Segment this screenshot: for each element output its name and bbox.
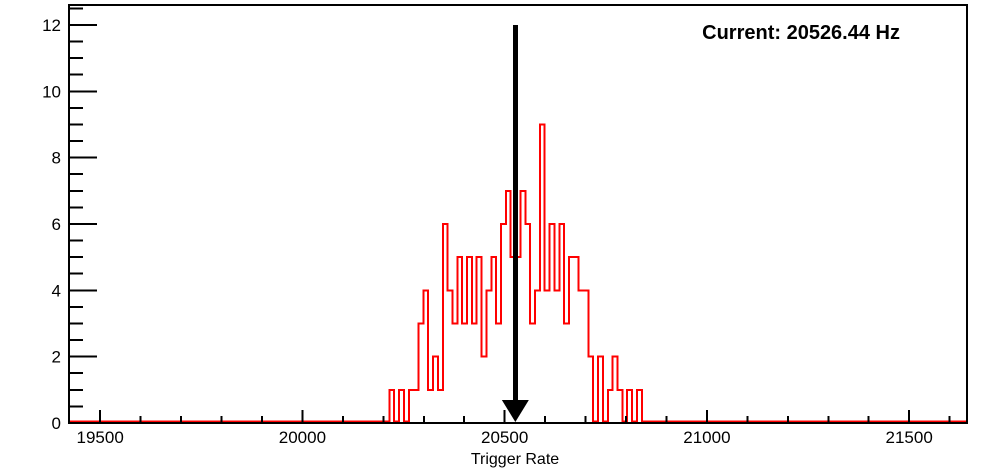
current-rate-readout: Current: 20526.44 Hz — [702, 22, 900, 44]
x-axis-title: Trigger Rate — [471, 451, 559, 468]
x-tick-label: 20500 — [481, 428, 528, 447]
x-tick-label: 21000 — [683, 428, 730, 447]
current-rate-arrow — [501, 24, 529, 422]
histogram-series — [69, 123, 967, 423]
arrow-head — [501, 400, 529, 422]
y-tick-label: 6 — [52, 215, 61, 234]
y-tick-label: 4 — [52, 281, 61, 300]
axis-ticks — [69, 7, 951, 424]
x-tick-label: 20000 — [279, 428, 326, 447]
frame-border — [68, 4, 968, 424]
y-tick-label: 10 — [42, 82, 61, 101]
y-tick-label: 12 — [42, 16, 61, 35]
histogram-outline — [69, 123, 967, 423]
x-tick-label: 19500 — [77, 428, 124, 447]
axis-tick-labels: 19500 20000 20500 21000 21500 0 2 4 6 8 10 12 — [42, 16, 933, 447]
plot-frame — [68, 4, 968, 424]
y-tick-label: 0 — [52, 414, 61, 433]
x-tick-label: 21500 — [886, 428, 933, 447]
y-tick-label: 8 — [52, 149, 61, 168]
y-tick-label: 2 — [52, 348, 61, 367]
